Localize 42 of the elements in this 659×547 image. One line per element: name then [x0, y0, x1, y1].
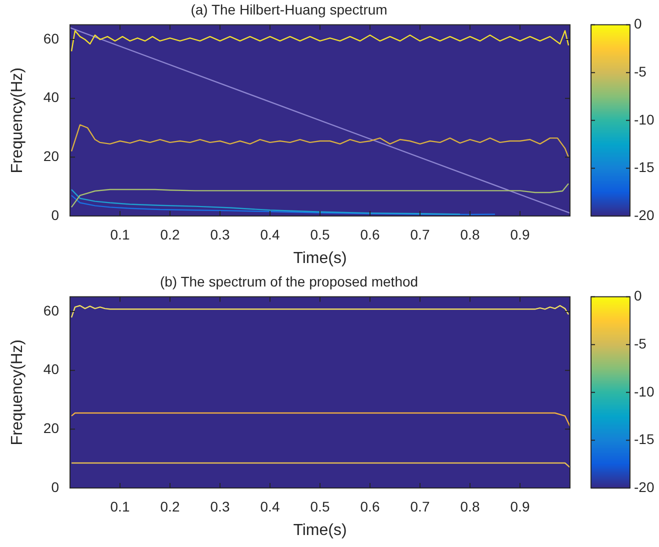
x-tick-label: 0.3 — [210, 226, 230, 242]
y-axis-title: Frequency(Hz) — [9, 67, 26, 174]
x-tick-label: 0.8 — [460, 498, 480, 514]
y-tick-label: 60 — [43, 30, 60, 46]
y-tick-label: 0 — [51, 206, 60, 223]
color-bar-label: -10 — [634, 111, 654, 128]
x-tick-label: 0.5 — [310, 498, 330, 514]
y-tick-label: 40 — [43, 89, 60, 106]
x-tick-label: 0.9 — [510, 498, 530, 514]
x-tick-label: 0.4 — [260, 226, 280, 242]
color-bar-label: -5 — [634, 335, 647, 352]
y-tick-label: 20 — [43, 148, 60, 164]
color-bar-label: -15 — [634, 159, 654, 176]
y-tick-label: 60 — [43, 302, 60, 318]
color-bar-label: -20 — [634, 478, 654, 495]
x-tick-label: 0.6 — [360, 226, 380, 242]
x-tick-label: 0.1 — [110, 226, 130, 242]
y-tick-label: 20 — [43, 420, 60, 436]
x-tick-label: 0.3 — [210, 498, 230, 514]
color-bar-label: -5 — [634, 63, 647, 80]
chart-title: (a) The Hilbert-Huang spectrum — [190, 1, 388, 18]
y-axis-title: Frequency(Hz) — [9, 339, 26, 446]
x-tick-label: 0.5 — [310, 226, 330, 242]
color-bar-label: -10 — [634, 383, 654, 400]
x-tick-label: 0.2 — [160, 498, 180, 514]
x-tick-label: 0.9 — [510, 226, 530, 242]
y-tick-label: 40 — [43, 361, 60, 378]
x-tick-label: 0.2 — [160, 226, 180, 242]
x-axis-title: Time(s) — [293, 522, 347, 539]
x-tick-label: 0.8 — [460, 226, 480, 242]
x-axis-title: Time(s) — [293, 250, 347, 267]
color-bar-label: -15 — [634, 431, 654, 448]
color-bar-label: -20 — [634, 206, 654, 223]
color-bar-label: 0 — [634, 16, 642, 32]
x-tick-label: 0.1 — [110, 498, 130, 514]
color-bar-label: 0 — [634, 288, 642, 304]
x-tick-label: 0.4 — [260, 498, 280, 514]
x-tick-label: 0.7 — [410, 226, 430, 242]
y-tick-label: 0 — [51, 478, 60, 495]
chart-title: (b) The spectrum of the proposed method — [160, 273, 418, 290]
x-tick-label: 0.6 — [360, 498, 380, 514]
x-tick-label: 0.7 — [410, 498, 430, 514]
